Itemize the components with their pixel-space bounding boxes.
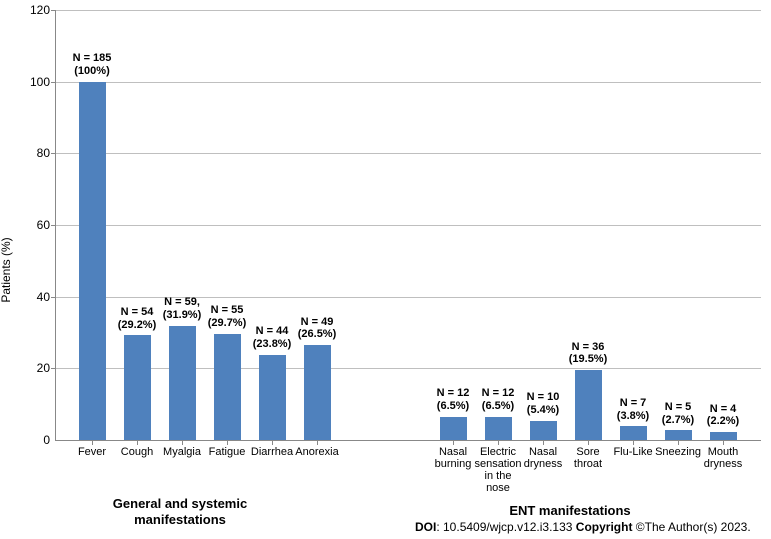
bar xyxy=(620,426,647,440)
doi-value: : 10.5409/wjcp.v12.i3.133 xyxy=(436,520,575,534)
y-tick-label: 80 xyxy=(37,146,56,160)
bar xyxy=(485,417,512,440)
bar-value-label: N = 49 (26.5%) xyxy=(287,316,347,341)
y-axis-title: Patients (%) xyxy=(0,237,13,302)
copyright-label: Copyright xyxy=(576,520,633,534)
x-category-label: Mouth dryness xyxy=(697,440,749,470)
bar-value-label: N = 185 (100%) xyxy=(62,52,122,77)
group-label: General and systemic manifestations xyxy=(70,496,290,527)
bar xyxy=(124,335,151,440)
gridline xyxy=(56,368,761,369)
copyright-line: DOI: 10.5409/wjcp.v12.i3.133 Copyright ©… xyxy=(415,520,751,534)
gridline xyxy=(56,10,761,11)
doi-label: DOI xyxy=(415,520,436,534)
bar xyxy=(169,326,196,440)
y-tick-label: 60 xyxy=(37,218,56,232)
bar xyxy=(259,355,286,440)
bar xyxy=(79,82,106,440)
bar-value-label: N = 10 (5.4%) xyxy=(513,391,573,416)
y-tick-label: 20 xyxy=(37,361,56,375)
gridline xyxy=(56,153,761,154)
y-tick-label: 120 xyxy=(30,3,56,17)
copyright-value: ©The Author(s) 2023. xyxy=(632,520,750,534)
y-tick-label: 100 xyxy=(30,75,56,89)
y-tick-label: 40 xyxy=(37,290,56,304)
chart-container: Patients (%) 020406080100120N = 185 (100… xyxy=(0,0,771,539)
plot-area: 020406080100120N = 185 (100%)FeverN = 54… xyxy=(55,10,761,441)
bar-value-label: N = 36 (19.5%) xyxy=(558,341,618,366)
group-label: ENT manifestations xyxy=(460,503,680,519)
bar xyxy=(214,334,241,440)
gridline xyxy=(56,225,761,226)
gridline xyxy=(56,82,761,83)
bar xyxy=(304,345,331,440)
bar xyxy=(530,421,557,440)
bar xyxy=(440,417,467,440)
bar xyxy=(665,430,692,440)
bar xyxy=(710,432,737,440)
y-tick-label: 0 xyxy=(43,433,56,447)
x-category-label: Anorexia xyxy=(291,440,343,458)
bar-value-label: N = 4 (2.2%) xyxy=(693,403,753,428)
bar xyxy=(575,370,602,440)
